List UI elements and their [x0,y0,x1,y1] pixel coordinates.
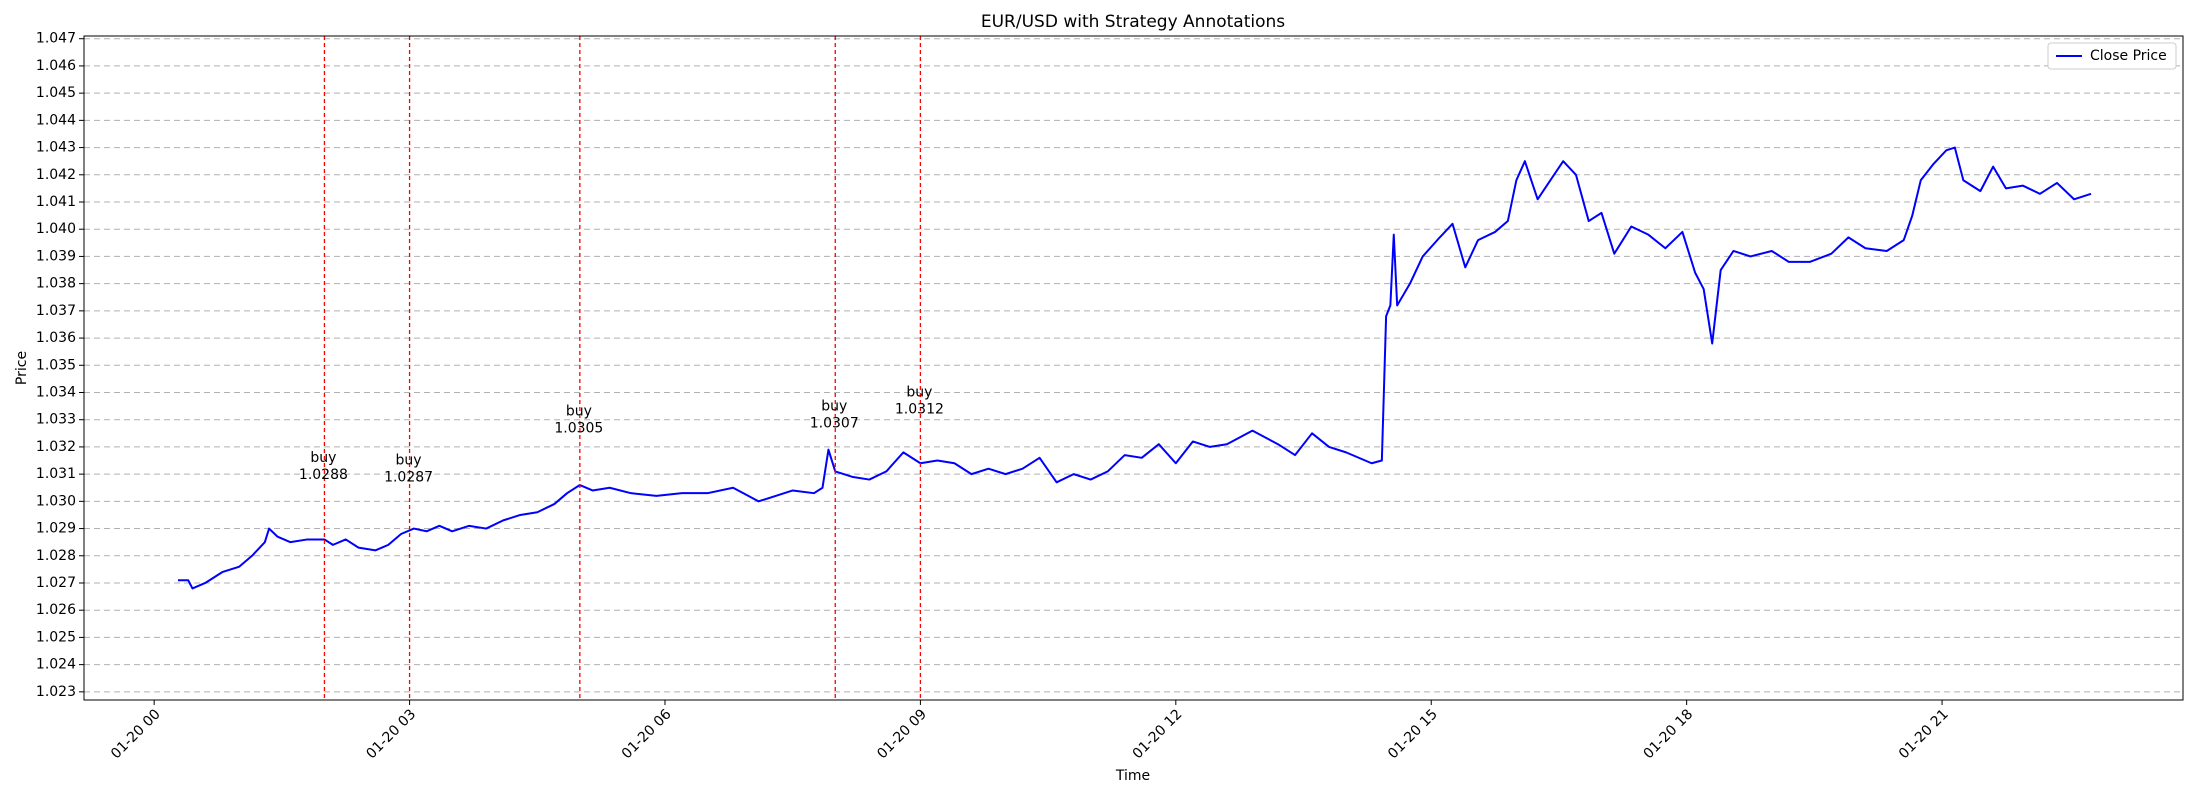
x-tick-label: 01-20 12 [1130,706,1186,762]
y-tick-label: 1.030 [36,493,76,509]
x-tick-label: 01-20 03 [363,706,419,762]
y-tick-label: 1.023 [36,684,76,700]
y-tick-label: 1.035 [36,357,76,373]
annotation-value: 1.0307 [810,415,859,431]
legend-label: Close Price [2090,48,2167,64]
y-tick-label: 1.038 [36,276,76,292]
y-tick-label: 1.025 [36,629,76,645]
y-tick-label: 1.024 [36,657,76,673]
x-tick-label: 01-20 06 [619,706,675,762]
y-tick-label: 1.036 [36,330,76,346]
x-tick-label: 01-20 18 [1640,706,1696,762]
y-tick-label: 1.037 [36,303,76,319]
x-tick-label: 01-20 21 [1896,706,1952,762]
annotation-value: 1.0312 [895,402,944,418]
y-axis-label: Price [14,351,30,385]
annotation-label: buy [906,385,932,401]
y-tick-label: 1.029 [36,521,76,537]
y-tick-label: 1.042 [36,167,76,183]
y-tick-label: 1.044 [36,112,76,128]
x-tick-label: 01-20 09 [874,706,930,762]
x-axis-label: Time [1115,768,1150,784]
annotation-value: 1.0287 [384,470,433,486]
x-tick-label: 01-20 00 [108,706,164,762]
y-tick-label: 1.046 [36,58,76,74]
y-tick-label: 1.034 [36,384,76,400]
y-tick-label: 1.028 [36,548,76,564]
plot-frame [83,35,2184,701]
y-tick-label: 1.045 [36,85,76,101]
y-tick-label: 1.026 [36,602,76,618]
y-tick-label: 1.031 [36,466,76,482]
x-tick-label: 01-20 15 [1385,706,1441,762]
annotation-value: 1.0305 [554,421,603,437]
y-tick-label: 1.033 [36,412,76,428]
y-tick-label: 1.032 [36,439,76,455]
y-tick-label: 1.043 [36,140,76,156]
price-line [177,146,2092,590]
chart-title: EUR/USD with Strategy Annotations [981,12,1285,32]
legend-box [2047,42,2177,70]
y-tick-label: 1.027 [36,575,76,591]
annotation-value: 1.0288 [299,467,348,483]
y-tick-label: 1.039 [36,248,76,264]
annotation-label: buy [310,450,336,466]
annotation-label: buy [566,404,592,420]
y-tick-label: 1.047 [36,31,76,47]
y-tick-label: 1.040 [36,221,76,237]
annotation-label: buy [821,398,847,414]
annotation-label: buy [396,453,422,469]
y-tick-label: 1.041 [36,194,76,210]
